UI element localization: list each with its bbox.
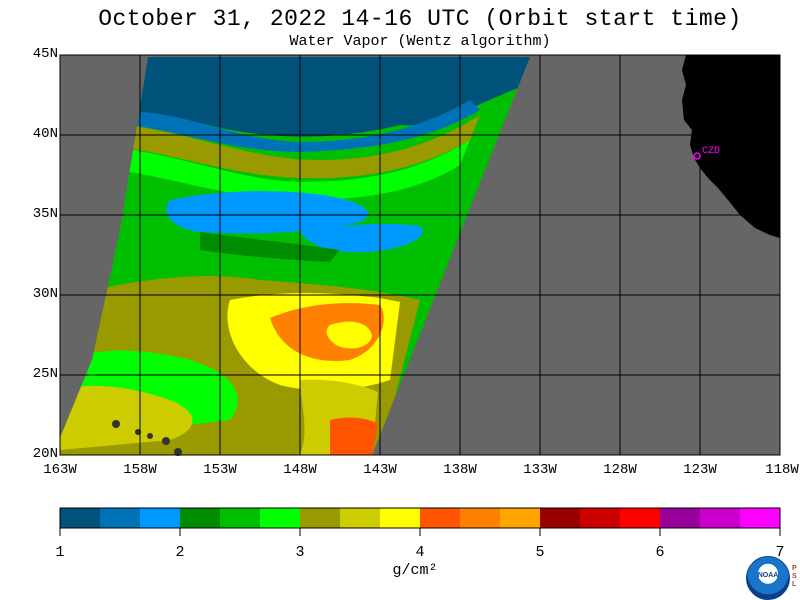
colorbar-segment [500,508,541,528]
colorbar-segment [300,508,341,528]
lat-label: 45N [32,46,58,62]
colorbar-segment [540,508,581,528]
noaa-logo-icon: NOAA [746,556,790,600]
colorbar-tick-label: 1 [55,544,65,561]
colorbar-segment [660,508,701,528]
colorbar-segment [420,508,461,528]
colorbar-segment [620,508,661,528]
psl-mark: PSL [792,565,797,588]
colorbar-tick-label: 7 [775,544,785,561]
city-marker [693,152,701,160]
noaa-logo-text: NOAA [757,572,779,579]
lon-label: 128W [603,462,637,478]
map-title: October 31, 2022 14-16 UTC (Orbit start … [98,6,742,32]
lat-label: 30N [32,286,58,302]
lon-label: 153W [203,462,237,478]
colorbar-segment [60,508,101,528]
lat-label: 40N [32,126,58,142]
hawaiian-islands [112,420,182,456]
lat-label: 20N [32,446,58,462]
colorbar-unit: g/cm² [392,562,438,579]
city-label: CZD [702,146,721,157]
colorbar-frame [59,507,781,529]
colorbar-segment [340,508,381,528]
colorbar-segment [700,508,741,528]
lat-label: 35N [32,206,58,222]
lon-label: 138W [443,462,477,478]
colorbar-segment [180,508,221,528]
colorbar-segment [220,508,261,528]
lon-label: 158W [123,462,157,478]
lon-label: 148W [283,462,317,478]
colorbar-tick-label: 5 [535,544,545,561]
colorbar-tick-label: 6 [655,544,665,561]
lon-label: 143W [363,462,397,478]
land-mass-coast [682,55,780,238]
lon-label: 118W [765,462,799,478]
colorbar-tick-label: 2 [175,544,185,561]
map-subtitle: Water Vapor (Wentz algorithm) [289,33,551,50]
colorbar-tick-label: 3 [295,544,305,561]
lon-label: 123W [683,462,717,478]
colorbar-segment [100,508,141,528]
lat-label: 25N [32,366,58,382]
colorbar-segment [740,508,781,528]
colorbar-segment [140,508,181,528]
colorbar-segment [580,508,621,528]
lon-label: 133W [523,462,557,478]
lon-label: 163W [43,462,77,478]
colorbar-segment [380,508,421,528]
colorbar-tick-label: 4 [415,544,425,561]
colorbar-segment [260,508,301,528]
colorbar-segment [460,508,501,528]
map-frame [59,54,781,456]
colorbar [59,508,781,536]
